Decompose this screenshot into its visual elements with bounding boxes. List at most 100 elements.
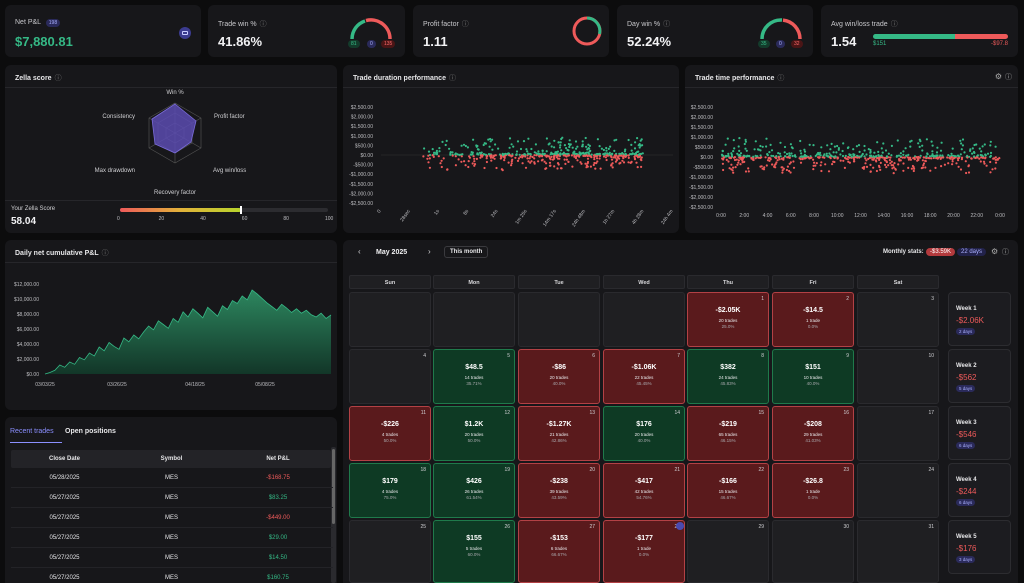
calendar-day[interactable]: 7 -$1.06K 22 trades 45.45% <box>603 349 685 404</box>
trade-point <box>524 153 527 156</box>
trade-point <box>439 162 442 165</box>
trade-point <box>614 154 617 157</box>
calendar-day[interactable]: 22 -$166 15 trades 46.67% <box>687 463 769 518</box>
trade-point <box>833 145 836 148</box>
calendar-day[interactable]: 8 $382 24 trades 45.83% <box>687 349 769 404</box>
calendar-day[interactable] <box>433 292 515 347</box>
kpi-day-win[interactable]: Day win % ⓘ 52.24% 35 0 32 <box>617 5 813 57</box>
trade-point <box>738 156 741 159</box>
calendar-day[interactable] <box>518 292 600 347</box>
trade-point <box>521 162 524 165</box>
calendar-day[interactable]: 6 -$86 20 trades 40.0% <box>518 349 600 404</box>
table-row[interactable]: 05/27/2025 MES $29.00 <box>5 528 333 548</box>
y-tick-label: $1,500.00 <box>351 124 373 130</box>
trade-point <box>895 155 898 158</box>
trade-point <box>728 167 731 170</box>
calendar-day[interactable]: 3 <box>857 292 939 347</box>
calendar-day[interactable]: 10 <box>857 349 939 404</box>
week-summary[interactable]: Week 1 -$2.06K 2 days <box>948 292 1011 346</box>
week-pnl: -$244 <box>956 487 977 496</box>
trade-point <box>576 145 579 148</box>
prev-month-button[interactable]: ‹ <box>358 247 361 256</box>
tab-recent-trades[interactable]: Recent trades <box>10 428 54 435</box>
week-summary[interactable]: Week 4 -$244 6 days <box>948 463 1011 517</box>
trade-point <box>789 171 792 174</box>
settings-icon[interactable]: ⚙ <box>991 247 999 256</box>
calendar-day[interactable]: 1 -$2.05K 20 trades 25.0% <box>687 292 769 347</box>
day-win-rate: 45.83% <box>720 381 736 386</box>
info-icon[interactable]: ⓘ <box>1005 74 1012 81</box>
trade-point <box>454 164 457 167</box>
trade-point <box>491 138 494 141</box>
calendar-day[interactable]: 29 <box>687 520 769 583</box>
week-summary[interactable]: Week 5 -$176 3 days <box>948 520 1011 574</box>
table-row[interactable]: 05/28/2025 MES -$168.75 <box>5 468 333 488</box>
calendar-day[interactable]: 30 <box>772 520 854 583</box>
calendar-day[interactable]: 16 -$208 29 trades 41.03% <box>772 406 854 461</box>
trade-point <box>489 156 492 159</box>
calendar-day[interactable]: 4 <box>349 349 431 404</box>
next-month-button[interactable]: › <box>428 247 431 256</box>
trade-point <box>922 164 925 167</box>
calendar-day[interactable]: 15 -$219 65 trades 46.15% <box>687 406 769 461</box>
trade-point <box>946 156 949 159</box>
trade-point <box>828 152 831 155</box>
calendar-day[interactable]: 31 <box>857 520 939 583</box>
trade-point <box>623 150 626 153</box>
calendar-day[interactable]: 11 -$226 4 trades 50.0% <box>349 406 431 461</box>
calendar-day[interactable] <box>603 292 685 347</box>
calendar-day[interactable]: 18 $179 4 trades 75.0% <box>349 463 431 518</box>
table-row[interactable]: 05/27/2025 MES $160.75 <box>5 568 333 583</box>
table-scrollbar[interactable] <box>331 447 336 583</box>
trade-point <box>790 146 793 149</box>
calendar-day[interactable]: 14 $176 20 trades 40.0% <box>603 406 685 461</box>
col-header-symbol[interactable]: Symbol <box>160 456 183 462</box>
kpi-profit-factor[interactable]: Profit factor ⓘ 1.11 <box>413 5 609 57</box>
trade-point <box>885 155 888 158</box>
calendar-day[interactable]: 17 <box>857 406 939 461</box>
calendar-note-icon[interactable] <box>676 522 684 530</box>
tab-open-positions[interactable]: Open positions <box>65 428 116 435</box>
x-tick-label: 4h 28m <box>631 209 645 226</box>
this-month-button[interactable]: This month <box>444 246 489 258</box>
calendar-day[interactable]: 26 $155 5 trades 60.0% <box>433 520 515 583</box>
week-summary[interactable]: Week 2 -$562 5 days <box>948 349 1011 403</box>
calendar-day[interactable]: 13 -$1.27K 21 trades 42.86% <box>518 406 600 461</box>
calendar-day[interactable]: 24 <box>857 463 939 518</box>
col-header-net-pnl[interactable]: Net P&L <box>266 456 290 462</box>
trade-point <box>865 159 868 162</box>
kpi-net-pnl[interactable]: Net P&L 198 $7,880.81 <box>5 5 201 57</box>
trade-point <box>485 160 488 164</box>
monthly-stats-label: Monthly stats: <box>883 249 924 255</box>
x-tick-label: 22:00 <box>970 213 983 219</box>
trade-point <box>875 169 878 173</box>
trade-point <box>773 165 776 168</box>
week-label: Week 5 <box>956 534 977 540</box>
calendar-day[interactable]: 19 $426 26 trades 61.54% <box>433 463 515 518</box>
col-header-close-date[interactable]: Close Date <box>48 456 80 462</box>
kpi-trade-win[interactable]: Trade win % ⓘ 41.86% 81 0 135 <box>208 5 405 57</box>
calendar-day[interactable]: 12 $1.2K 20 trades 50.0% <box>433 406 515 461</box>
trade-point <box>533 151 536 154</box>
y-tick-label: $2,500.00 <box>691 105 713 111</box>
calendar-day[interactable]: 20 -$238 39 trades 43.59% <box>518 463 600 518</box>
table-row[interactable]: 05/27/2025 MES -$449.00 <box>5 508 333 528</box>
table-row[interactable]: 05/27/2025 MES $14.50 <box>5 548 333 568</box>
calendar-day[interactable]: 9 $151 10 trades 40.0% <box>772 349 854 404</box>
loss-count-badge: 135 <box>381 40 396 48</box>
calendar-day[interactable]: 25 <box>349 520 431 583</box>
info-icon[interactable]: ⓘ <box>1002 249 1009 256</box>
week-summary[interactable]: Week 3 -$546 6 days <box>948 406 1011 460</box>
settings-icon[interactable]: ⚙ <box>994 72 1002 81</box>
calendar-day[interactable]: 2 -$14.5 1 trade 0.0% <box>772 292 854 347</box>
calendar-day[interactable]: 5 $48.5 14 trades 35.71% <box>433 349 515 404</box>
trade-point <box>633 155 636 158</box>
calendar-day[interactable]: 27 -$153 6 trades 66.67% <box>518 520 600 583</box>
calendar-day[interactable]: 21 -$417 42 trades 54.76% <box>603 463 685 518</box>
kpi-avg-win-loss[interactable]: Avg win/loss trade ⓘ 1.54 $151 -$97.8 <box>821 5 1018 57</box>
calendar-day[interactable]: 23 -$26.8 1 trade 0.0% <box>772 463 854 518</box>
calendar-day[interactable] <box>349 292 431 347</box>
table-row[interactable]: 05/27/2025 MES $83.25 <box>5 488 333 508</box>
trade-point <box>825 152 828 155</box>
